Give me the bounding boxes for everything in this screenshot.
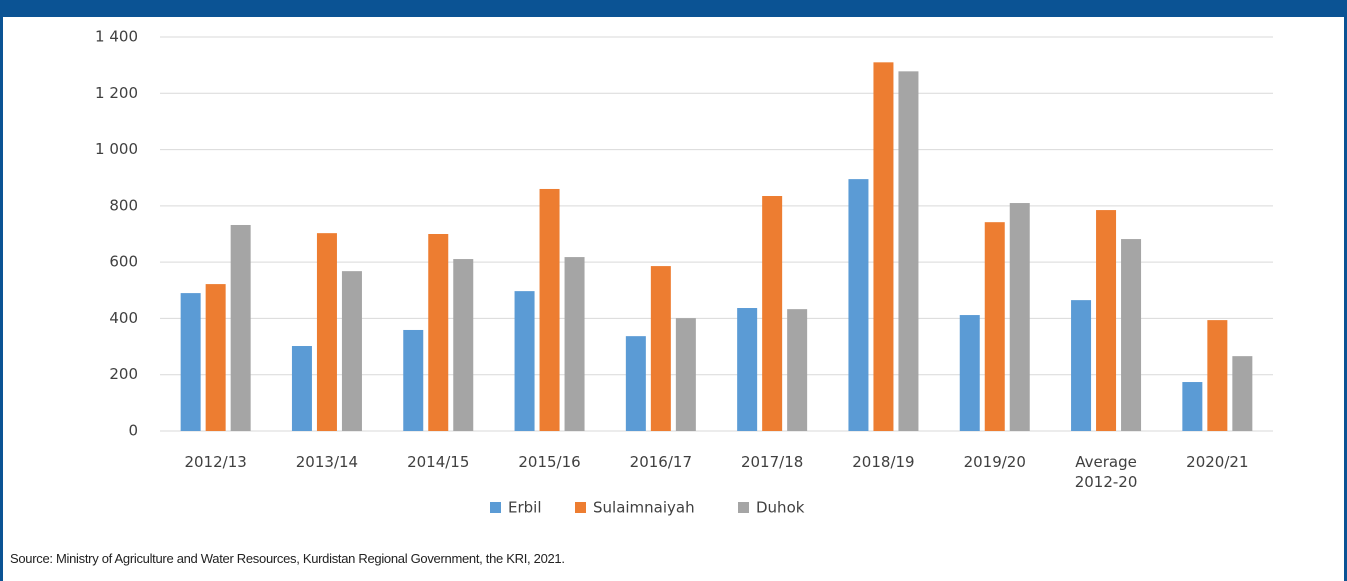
x-tick-label: 2016/17 — [629, 453, 692, 471]
bar — [1009, 203, 1030, 431]
y-tick-label: 200 — [109, 365, 138, 383]
legend-label: Duhok — [756, 499, 805, 517]
bar — [959, 315, 980, 431]
bar — [762, 196, 783, 431]
bar — [428, 234, 449, 431]
x-tick-label: 2012/13 — [184, 453, 247, 471]
y-tick-label: 1 400 — [95, 28, 138, 46]
x-tick-label: 2014/15 — [407, 453, 470, 471]
bar — [180, 293, 201, 431]
bar — [650, 266, 671, 431]
bar — [898, 71, 919, 431]
bar — [291, 346, 312, 431]
bar — [453, 259, 474, 431]
bar — [1071, 300, 1092, 431]
bar — [564, 257, 585, 431]
legend-swatch — [490, 502, 501, 513]
x-tick-label: 2020/21 — [1186, 453, 1249, 471]
y-tick-label: 600 — [109, 253, 138, 271]
bar — [675, 318, 696, 431]
legend-label: Sulaimnaiyah — [593, 499, 695, 517]
bar — [787, 309, 808, 431]
y-tick-label: 1 200 — [95, 84, 138, 102]
bar — [1182, 382, 1203, 431]
bar — [1121, 239, 1142, 431]
bar — [984, 222, 1005, 431]
bar — [316, 233, 337, 431]
bar — [848, 179, 869, 431]
bar — [539, 188, 560, 431]
legend-swatch — [575, 502, 586, 513]
bar — [341, 271, 362, 431]
x-tick-label: Average 2012-20 — [1074, 453, 1138, 491]
bar — [514, 291, 535, 431]
y-tick-label: 800 — [109, 196, 138, 214]
y-tick-label: 400 — [109, 309, 138, 327]
bar — [625, 336, 646, 431]
bar — [737, 308, 758, 431]
bar — [1096, 210, 1117, 431]
bar — [205, 284, 226, 431]
x-tick-label: 2017/18 — [740, 453, 804, 471]
bar — [1232, 356, 1253, 431]
legend-label: Erbil — [508, 499, 542, 517]
x-tick-label: 2015/16 — [518, 453, 581, 471]
x-tick-label: 2019/20 — [963, 453, 1026, 471]
x-tick-label: 2018/19 — [852, 453, 915, 471]
x-tick-label: 2013/14 — [295, 453, 359, 471]
source-note: Source: Ministry of Agriculture and Wate… — [10, 551, 565, 566]
bar — [403, 329, 424, 431]
y-tick-label: 0 — [128, 422, 138, 440]
bar — [230, 224, 251, 431]
legend-swatch — [738, 502, 749, 513]
y-tick-label: 1 000 — [95, 140, 138, 158]
bar — [1207, 320, 1228, 431]
bar — [873, 62, 894, 431]
